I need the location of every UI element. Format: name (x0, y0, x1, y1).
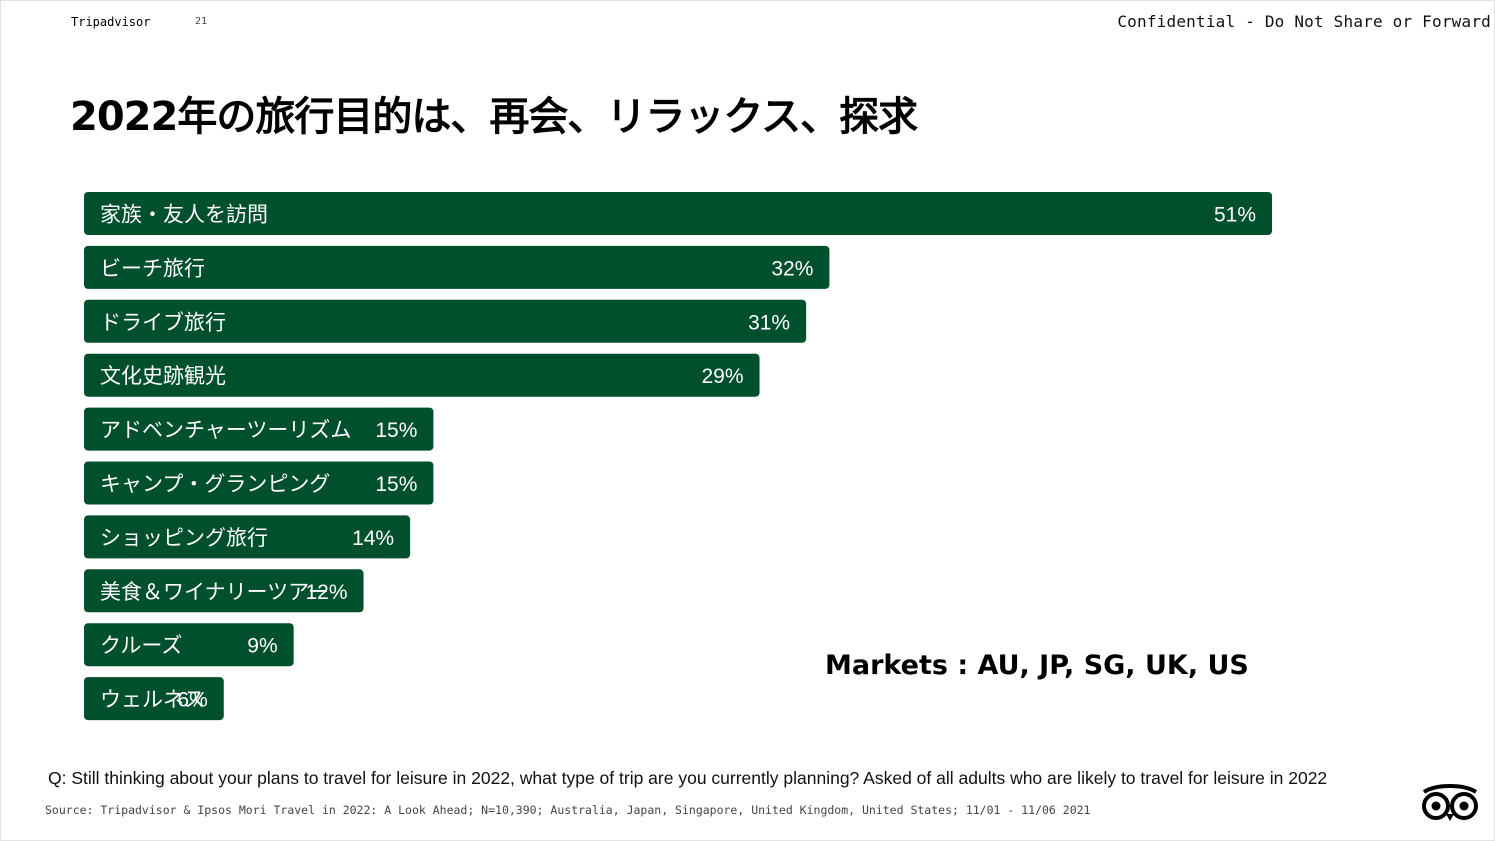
bar-value-label-5: 15% (375, 473, 417, 496)
bar-value-label-4: 15% (375, 419, 417, 442)
bar-8 (84, 623, 294, 667)
bar-5 (84, 461, 434, 505)
bar-7 (84, 569, 364, 613)
bar-value-label-3: 29% (701, 365, 743, 388)
bar-value-label-2: 31% (748, 311, 790, 334)
survey-question: Q: Still thinking about your plans to tr… (48, 768, 1328, 788)
brand-label: Tripadvisor (71, 15, 151, 29)
bar-category-label-1: ビーチ旅行 (100, 256, 205, 280)
bar-category-label-6: ショッピング旅行 (100, 526, 268, 550)
bar-value-label-7: 12% (305, 581, 347, 604)
bar-category-label-7: 美食＆ワイナリーツアー (100, 580, 329, 604)
bar-value-label-0: 51% (1214, 204, 1256, 227)
bar-category-label-5: キャンプ・グランピング (100, 472, 330, 496)
bar-value-label-8: 9% (247, 635, 277, 658)
markets-label: Markets : AU, JP, SG, UK, US (825, 650, 1249, 681)
bar-6 (84, 515, 411, 559)
slide-title: 2022年の旅行目的は、再会、リラックス、探求 (70, 94, 918, 140)
bar-category-label-4: アドベンチャーツーリズム (100, 418, 351, 442)
source-note: Source: Tripadvisor & Ipsos Mori Travel … (45, 803, 1091, 817)
bar-4 (84, 407, 434, 451)
confidential-notice: Confidential - Do Not Share or Forward (1117, 12, 1491, 31)
bar-category-label-3: 文化史跡観光 (100, 364, 226, 388)
bar-value-label-9: 6% (177, 689, 207, 712)
bar-1 (84, 245, 830, 289)
bar-category-label-2: ドライブ旅行 (100, 310, 226, 334)
bar-value-label-6: 14% (352, 527, 394, 550)
bar-0 (84, 192, 1272, 235)
bar-category-label-8: クルーズ (100, 634, 182, 658)
bar-value-label-1: 32% (771, 257, 813, 280)
bar-2 (84, 299, 807, 343)
bar-category-label-9: ウェルネス (100, 688, 205, 712)
bar-3 (84, 353, 760, 397)
bar-9 (84, 677, 224, 721)
tripadvisor-owl-icon (1422, 784, 1478, 821)
bar-category-label-0: 家族・友人を訪問 (100, 203, 268, 227)
page-number: 21 (195, 16, 208, 27)
